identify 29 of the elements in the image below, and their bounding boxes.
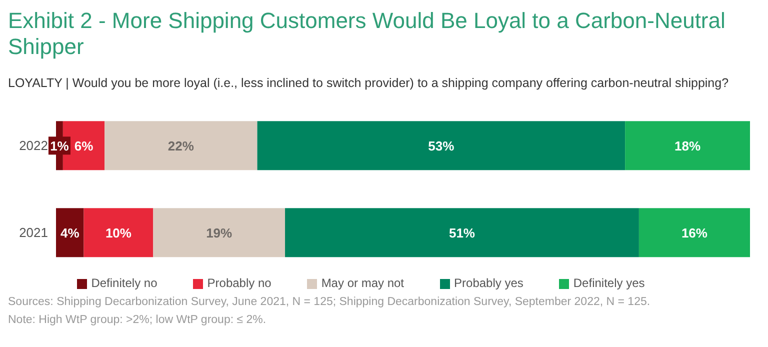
bar [104, 121, 258, 170]
legend-label: Probably no [207, 276, 272, 290]
data-label: 22% [168, 138, 194, 154]
data-label: 16% [681, 226, 708, 241]
y-tick-label: 2021 [19, 225, 48, 240]
bar [84, 208, 154, 258]
data-label: 53% [428, 138, 455, 154]
legend-label: Definitely no [91, 276, 158, 290]
data-label: 6% [74, 138, 94, 154]
bar [257, 121, 626, 170]
legend-label: May or may not [321, 276, 404, 290]
chart-title: Exhibit 2 - More Shipping Customers Would Be Loyal to a Carbon-Neutral Shipper [8, 8, 726, 60]
y-tick-label: 2022 [19, 138, 48, 154]
bar [153, 208, 286, 258]
bar [285, 208, 639, 258]
bar [638, 208, 750, 258]
data-label: 51% [448, 226, 476, 241]
chart-subtitle: LOYALTY | Would you be more loyal (i.e., less inclined to switch provider) to a shipping company offering carbon-neutral shipping? [8, 76, 730, 90]
text: Note: High WtP group: >2%; low WtP group: ≤ 2%. [8, 314, 268, 326]
legend-label: Definitely yes [573, 276, 645, 290]
data-label: 10% [105, 226, 132, 241]
bar [56, 208, 84, 258]
legend-label: Probably yes [454, 276, 524, 290]
data-label: 1% [50, 138, 70, 154]
data-label: 19% [206, 226, 233, 241]
source-note: Sources: Shipping Decarbonization Survey, June 2021, N = 125; Shipping Decarbonization Survey, September 2022, N = 125. [8, 296, 652, 308]
data-label: 4% [60, 226, 80, 241]
bar [625, 121, 750, 170]
data-label: 18% [674, 138, 701, 154]
